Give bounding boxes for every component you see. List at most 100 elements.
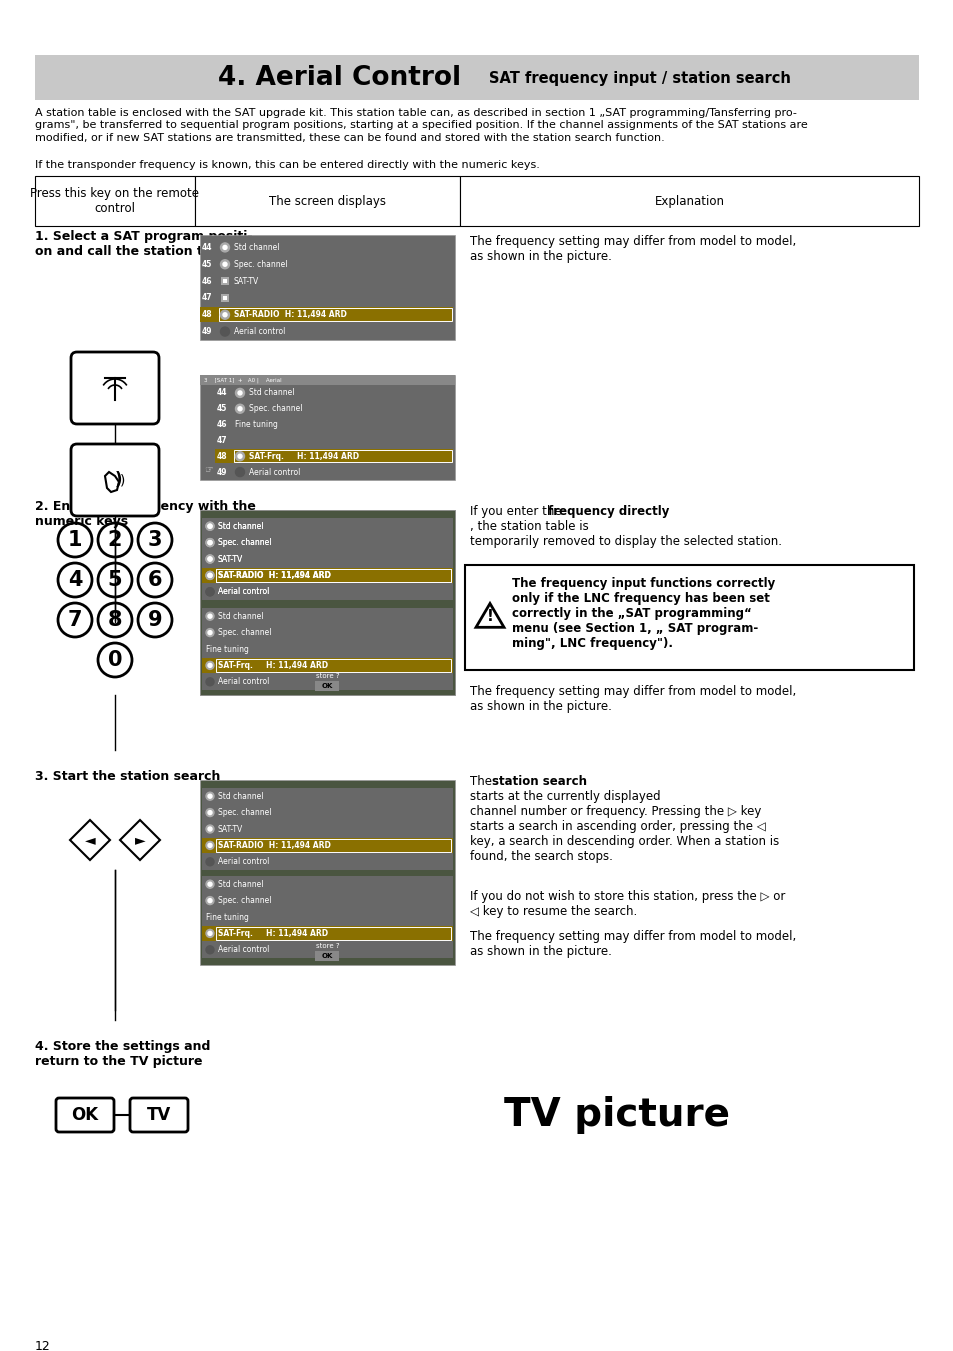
Circle shape xyxy=(206,523,213,530)
Text: station search: station search xyxy=(492,775,586,788)
Circle shape xyxy=(206,946,213,954)
Bar xyxy=(202,875,453,958)
Bar xyxy=(194,176,459,226)
Text: Std channel: Std channel xyxy=(218,521,263,531)
Bar xyxy=(202,658,453,673)
Bar xyxy=(202,517,453,600)
Polygon shape xyxy=(120,820,160,861)
Text: ): ) xyxy=(114,471,122,489)
Text: 2: 2 xyxy=(108,530,122,550)
Text: OK: OK xyxy=(321,952,333,959)
Bar xyxy=(464,565,913,670)
Circle shape xyxy=(208,557,212,561)
Text: SAT-TV: SAT-TV xyxy=(218,554,243,563)
Text: Spec. channel: Spec. channel xyxy=(218,538,272,547)
Circle shape xyxy=(206,809,213,816)
Bar xyxy=(202,788,453,870)
Circle shape xyxy=(206,628,213,636)
Text: 4. Store the settings and
return to the TV picture: 4. Store the settings and return to the … xyxy=(35,1040,211,1069)
Circle shape xyxy=(235,404,244,413)
Circle shape xyxy=(206,588,213,596)
Bar xyxy=(221,277,229,285)
Text: SAT-RADIO  H: 11,494 ARD: SAT-RADIO H: 11,494 ARD xyxy=(233,311,347,319)
Circle shape xyxy=(208,794,212,798)
Circle shape xyxy=(206,858,213,866)
Text: OK: OK xyxy=(321,684,333,689)
Bar xyxy=(200,235,455,340)
FancyBboxPatch shape xyxy=(71,353,159,424)
Text: TV picture: TV picture xyxy=(503,1096,729,1133)
Text: If the transponder frequency is known, this can be entered directly with the num: If the transponder frequency is known, t… xyxy=(35,159,539,170)
Circle shape xyxy=(220,259,230,269)
Text: OK: OK xyxy=(71,1106,98,1124)
Text: 44: 44 xyxy=(216,389,227,397)
Circle shape xyxy=(208,573,212,577)
Text: 44: 44 xyxy=(202,243,213,251)
Text: ►: ► xyxy=(134,834,145,847)
Text: store ?: store ? xyxy=(315,943,339,948)
Text: 6: 6 xyxy=(148,570,162,590)
Text: The frequency input functions correctly
only if the LNC frequency has been set
c: The frequency input functions correctly … xyxy=(512,577,775,650)
Text: frequency directly: frequency directly xyxy=(547,505,669,517)
Circle shape xyxy=(220,243,230,251)
Bar xyxy=(202,569,453,582)
Circle shape xyxy=(223,262,227,266)
Circle shape xyxy=(208,663,212,667)
Text: 7: 7 xyxy=(68,611,82,630)
Bar xyxy=(223,296,227,300)
Text: Fine tuning: Fine tuning xyxy=(206,644,249,654)
Bar xyxy=(202,569,453,582)
Text: Std channel: Std channel xyxy=(218,880,263,889)
Text: 45: 45 xyxy=(202,259,213,269)
Polygon shape xyxy=(70,820,110,861)
Text: SAT-RADIO  H: 11,494 ARD: SAT-RADIO H: 11,494 ARD xyxy=(218,571,331,580)
FancyBboxPatch shape xyxy=(130,1098,188,1132)
Circle shape xyxy=(206,571,213,580)
Bar xyxy=(215,569,451,581)
Bar xyxy=(315,681,339,690)
Text: Spec. channel: Spec. channel xyxy=(218,538,272,547)
Text: SAT frequency input / station search: SAT frequency input / station search xyxy=(489,70,790,85)
Bar xyxy=(233,450,452,462)
Text: Spec. channel: Spec. channel xyxy=(218,896,272,905)
Circle shape xyxy=(208,811,212,815)
Bar xyxy=(215,569,451,581)
Circle shape xyxy=(206,539,213,547)
Text: TV: TV xyxy=(147,1106,171,1124)
Text: Spec. channel: Spec. channel xyxy=(218,808,272,817)
FancyBboxPatch shape xyxy=(56,1098,113,1132)
Circle shape xyxy=(206,662,213,669)
Text: Aerial control: Aerial control xyxy=(218,858,269,866)
Text: Aerial control: Aerial control xyxy=(218,677,269,686)
Text: SAT-TV: SAT-TV xyxy=(218,554,243,563)
Circle shape xyxy=(206,612,213,620)
Circle shape xyxy=(235,389,244,397)
Text: 47: 47 xyxy=(216,436,228,444)
Text: SAT-Frq.     H: 11,494 ARD: SAT-Frq. H: 11,494 ARD xyxy=(249,451,358,461)
Circle shape xyxy=(208,931,212,935)
Bar xyxy=(200,509,455,694)
Text: Spec. channel: Spec. channel xyxy=(218,628,272,638)
Circle shape xyxy=(206,678,213,686)
Circle shape xyxy=(208,524,212,528)
Text: The frequency setting may differ from model to model,
as shown in the picture.: The frequency setting may differ from mo… xyxy=(470,685,796,713)
Text: 48: 48 xyxy=(202,311,213,319)
Bar xyxy=(200,307,453,322)
Circle shape xyxy=(208,615,212,619)
Text: The screen displays: The screen displays xyxy=(269,195,386,208)
Circle shape xyxy=(206,842,213,850)
Circle shape xyxy=(206,555,213,563)
Text: 8: 8 xyxy=(108,611,122,630)
Text: starts at the currently displayed
channel number or frequency. Pressing the ▷ ke: starts at the currently displayed channe… xyxy=(470,790,779,863)
Text: Press this key on the remote
control: Press this key on the remote control xyxy=(30,186,199,215)
Text: 49: 49 xyxy=(216,467,227,477)
Bar xyxy=(35,55,918,100)
Text: Std channel: Std channel xyxy=(249,389,294,397)
Text: Fine tuning: Fine tuning xyxy=(206,912,249,921)
Text: If you enter the: If you enter the xyxy=(470,505,565,517)
Text: If you do not wish to store this station, press the ▷ or
◁ key to resume the sea: If you do not wish to store this station… xyxy=(470,890,784,917)
Text: store ?: store ? xyxy=(315,673,339,680)
Bar xyxy=(215,659,451,671)
Text: Aerial control: Aerial control xyxy=(233,327,285,336)
Circle shape xyxy=(208,573,212,577)
